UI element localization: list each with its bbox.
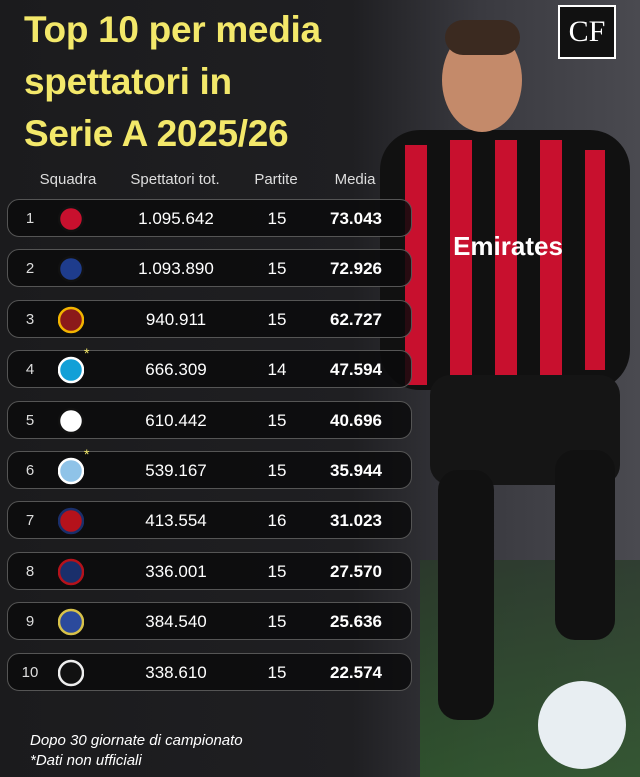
matches: 15 (267, 309, 287, 329)
team-badge (58, 306, 84, 334)
average: 40.696 (330, 410, 382, 430)
rank: 8 (25, 562, 35, 580)
column-header: Spettatori tot. (130, 171, 220, 188)
average: 25.636 (330, 612, 382, 632)
table-row: 7 413.554 16 31.023 (7, 501, 412, 540)
total-spectators: 1.093.890 (138, 259, 214, 279)
table-row: 6 * 539.167 15 35.944 (7, 446, 412, 489)
footnote: *Dati non ufficiali (30, 752, 142, 769)
total-spectators: 940.911 (145, 309, 207, 329)
column-header: Squadra (39, 171, 97, 188)
average: 22.574 (330, 662, 382, 682)
matches: 15 (267, 259, 287, 279)
matches: 15 (267, 209, 287, 228)
total-spectators: 336.001 (145, 561, 207, 581)
team-badge (58, 356, 84, 384)
total-spectators: 666.309 (145, 360, 207, 380)
title-line: Serie A 2025/26 (24, 113, 289, 154)
matches: 14 (267, 360, 287, 380)
average: 27.570 (330, 561, 382, 581)
rank: 10 (21, 663, 39, 681)
total-spectators: 610.442 (145, 410, 207, 430)
average: 72.926 (330, 259, 382, 279)
rank: 4 (25, 361, 35, 379)
rank: 1 (25, 210, 35, 227)
footnote-mark: * (84, 345, 90, 362)
column-header: Media (334, 171, 376, 188)
average: 47.594 (330, 360, 382, 380)
brand-logo: CF (558, 5, 616, 59)
rank: 5 (25, 411, 35, 429)
rank: 7 (25, 512, 35, 530)
team-badge (58, 457, 84, 485)
average: 62.727 (330, 309, 382, 329)
team-badge (58, 205, 84, 233)
table-row: 1 1.095.642 15 73.043 (7, 199, 412, 237)
matches: 15 (267, 612, 287, 632)
column-header: Partite (254, 171, 298, 188)
footnote-mark: * (84, 446, 90, 462)
table-row: 4 * 666.309 14 47.594 (7, 345, 412, 389)
sponsor-graphic: Emirates (453, 231, 563, 261)
average: 31.023 (330, 511, 382, 531)
total-spectators: 338.610 (145, 662, 207, 682)
team-badge (58, 558, 84, 586)
rank: 3 (25, 310, 35, 328)
matches: 15 (267, 410, 287, 430)
rank: 9 (25, 613, 35, 631)
total-spectators: 384.540 (145, 612, 207, 632)
rank: 6 (25, 462, 35, 479)
average: 35.944 (330, 461, 382, 480)
matches: 15 (267, 561, 287, 581)
total-spectators: 539.167 (145, 461, 207, 480)
team-badge (58, 659, 84, 686)
team-badge (58, 508, 84, 535)
total-spectators: 413.554 (145, 511, 207, 531)
title-line: Top 10 per media (24, 9, 321, 50)
matches: 15 (267, 662, 287, 682)
team-badge (58, 407, 84, 434)
table-row: 10 338.610 15 22.574 (7, 652, 412, 691)
team-badge (58, 256, 84, 283)
table-row: 9 384.540 15 25.636 (7, 602, 412, 641)
table-row: 2 1.093.890 15 72.926 (7, 249, 412, 288)
matches: 15 (267, 461, 287, 480)
average: 73.043 (330, 209, 382, 228)
table-row: 5 610.442 15 40.696 (7, 400, 412, 439)
team-badge (58, 608, 84, 636)
table-row: 3 940.911 15 62.727 (7, 299, 412, 338)
footer: Dopo 30 giornate di campionato *Dati non … (30, 731, 243, 771)
title-line: spettatori in (24, 61, 232, 102)
table-row: 8 336.001 15 27.570 (7, 551, 412, 590)
total-spectators: 1.095.642 (138, 209, 214, 228)
matches: 16 (267, 511, 287, 531)
rank: 2 (25, 260, 35, 278)
footnote: Dopo 30 giornate di campionato (30, 732, 243, 749)
title: Top 10 per media spettatori in Serie A 202… (24, 4, 321, 160)
